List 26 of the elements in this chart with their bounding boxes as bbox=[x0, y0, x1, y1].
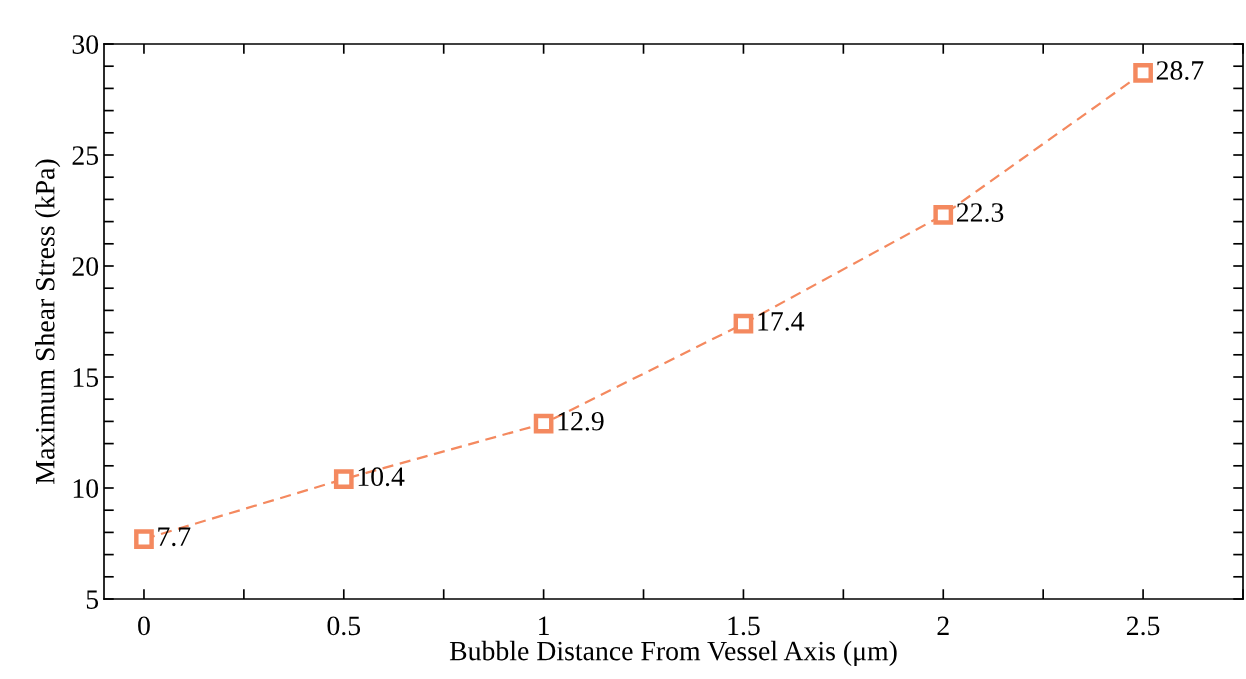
y-tick-label: 25 bbox=[72, 146, 99, 165]
y-axis-title: Maximum Shear Stress (kPa) bbox=[35, 159, 61, 484]
point bbox=[933, 205, 954, 225]
x-axis-title: Bubble Distance From Vessel Axis (μm) bbox=[449, 640, 897, 667]
point bbox=[733, 313, 754, 334]
point bbox=[134, 529, 154, 549]
point bbox=[333, 469, 354, 489]
y-tick-label: 15 bbox=[73, 368, 99, 387]
x-tick-label: 2.5 bbox=[1126, 616, 1160, 636]
data-label: 22.3 bbox=[956, 203, 1004, 223]
x-tick-label: 1.5 bbox=[728, 616, 760, 636]
y-tick-label: 20 bbox=[72, 257, 99, 276]
y-tick-label: 30 bbox=[72, 35, 99, 54]
point bbox=[1133, 63, 1153, 83]
x-tick-label: 2 bbox=[937, 616, 949, 635]
data-label: 28.7 bbox=[1156, 61, 1204, 80]
data-label: 10.4 bbox=[358, 467, 405, 487]
x-tick-label: 0 bbox=[138, 616, 150, 636]
x-tick-label: 0.5 bbox=[327, 616, 361, 636]
y-tick-label: 5 bbox=[86, 590, 99, 609]
data-label: 17.4 bbox=[758, 312, 805, 331]
x-tick-label: 1 bbox=[539, 616, 549, 635]
data-label: 7.7 bbox=[158, 527, 191, 547]
data-label: 12.9 bbox=[558, 411, 604, 431]
point bbox=[533, 413, 554, 434]
y-tick-label: 10 bbox=[73, 479, 99, 498]
